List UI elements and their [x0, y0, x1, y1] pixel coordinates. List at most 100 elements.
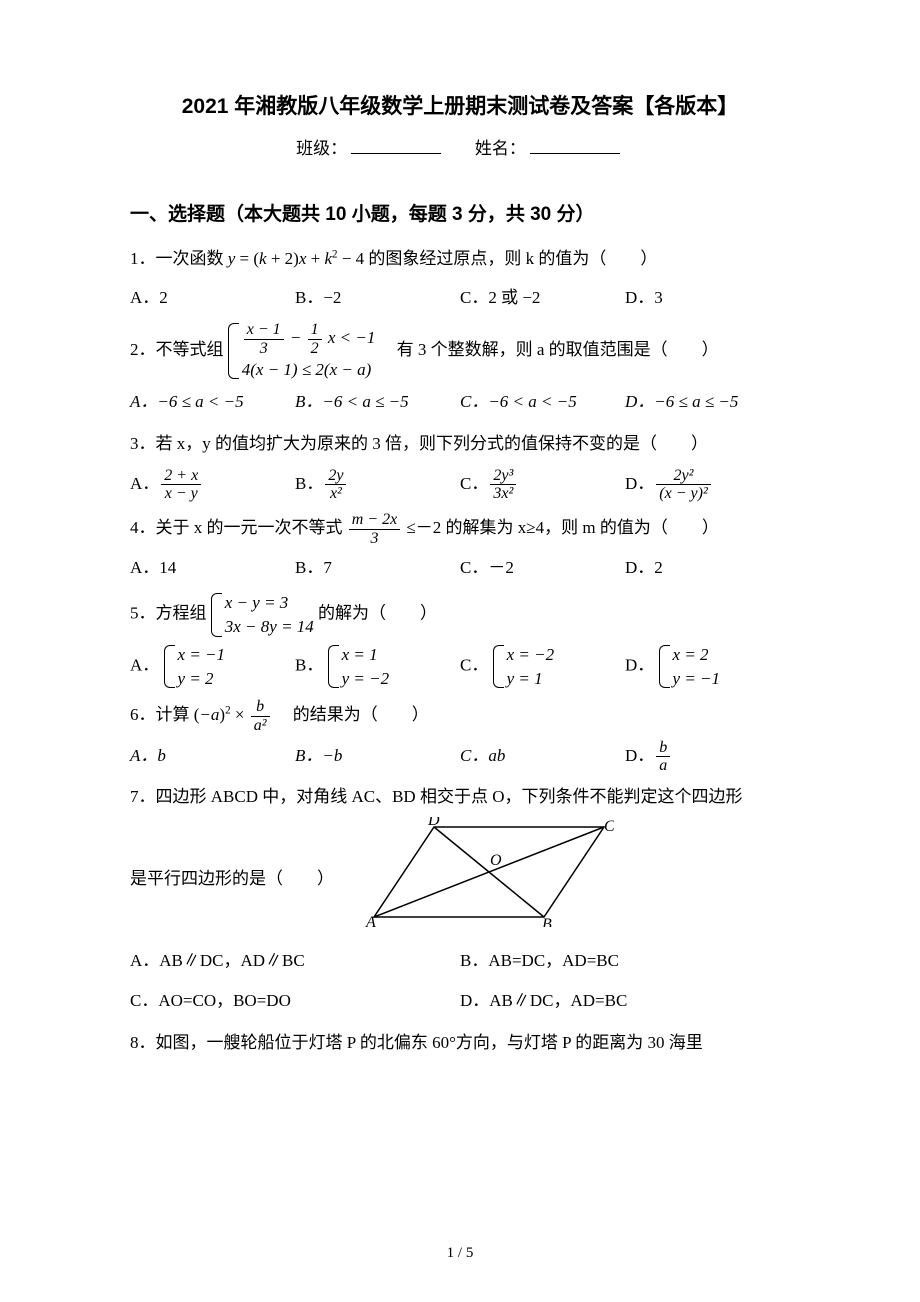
q5-choice-c: C． x = −2y = 1 — [460, 643, 625, 691]
student-info-line: 班级： 姓名： — [130, 134, 790, 159]
q6-den: a² — [251, 717, 270, 735]
parallelogram-diagram: A B C D O — [354, 817, 614, 940]
q2-line1: x − 13 − 12 x < −1 — [242, 321, 376, 357]
q3-d-num: 2y² — [656, 467, 710, 486]
q7-choices-row2: C．AO=CO，BO=DO D．AB∥DC，AD=BC — [130, 984, 790, 1018]
q5-a-pre: A． — [130, 655, 159, 674]
q5-d2: y = −1 — [673, 667, 721, 691]
label-C: C — [604, 818, 614, 835]
q5-lead: 5．方程组 — [130, 604, 207, 623]
q5-d-pre: D． — [625, 655, 654, 674]
q3-a-num: 2 + x — [161, 467, 201, 486]
q5-a2: y = 2 — [178, 667, 226, 691]
q3-choice-a: A．2 + xx − y — [130, 467, 295, 503]
q1-choice-d: D．3 — [625, 281, 790, 315]
q5-choice-b: B． x = 1y = −2 — [295, 643, 460, 691]
q5-c-pre: C． — [460, 655, 488, 674]
q1-text-b: 的图象经过原点，则 k 的值为（ ） — [364, 249, 657, 268]
q2-choice-b: B．−6 < a ≤ −5 — [295, 385, 460, 419]
label-B: B — [542, 916, 552, 927]
q7-choice-a: A．AB∥DC，AD∥BC — [130, 944, 460, 978]
question-8: 8．如图，一艘轮船位于灯塔 P 的北偏东 60°方向，与灯塔 P 的距离为 30… — [130, 1024, 790, 1061]
q1-choice-a: A．2 — [130, 281, 295, 315]
q3-c-den: 3x² — [490, 485, 516, 503]
q2-frac2-den: 2 — [308, 340, 322, 358]
q3-b-num: 2y — [325, 467, 346, 486]
question-4: 4．关于 x 的一元一次不等式 m − 2x3 ≤－2 的解集为 x≥4，则 m… — [130, 509, 790, 547]
q1-text-a: 1．一次函数 — [130, 249, 228, 268]
q5-d1: x = 2 — [673, 643, 721, 667]
q7-choice-b: B．AB=DC，AD=BC — [460, 944, 790, 978]
q6-text-b: 的结果为（ ） — [276, 705, 429, 724]
question-3: 3．若 x，y 的值均扩大为原来的 3 倍，则下列分式的值保持不变的是（ ） — [130, 425, 790, 462]
q4-den: 3 — [349, 530, 400, 548]
parallelogram-svg: A B C D O — [354, 817, 614, 927]
label-A: A — [365, 914, 376, 927]
q4-choice-b: B．7 — [295, 551, 460, 585]
q6-choice-b: B．−b — [295, 739, 460, 775]
q6-d-num: b — [656, 739, 670, 758]
q3-choice-d: D．2y²(x − y)² — [625, 467, 790, 503]
q5-b-pre: B． — [295, 655, 323, 674]
q7-choice-c: C．AO=CO，BO=DO — [130, 984, 460, 1018]
q7-choice-d: D．AB∥DC，AD=BC — [460, 984, 790, 1018]
q3-choice-b: B．2yx² — [295, 467, 460, 503]
q3-choices: A．2 + xx − y B．2yx² C．2y³3x² D．2y²(x − y… — [130, 467, 790, 503]
q2-line2: 4(x − 1) ≤ 2(x − a) — [242, 358, 376, 382]
q3-b-den: x² — [325, 485, 346, 503]
question-5: 5．方程组 x − y = 3 3x − 8y = 14 的解为（ ） — [130, 591, 790, 639]
q3-d-den: (x − y)² — [656, 485, 710, 503]
q3-d-pre: D． — [625, 474, 654, 493]
q5-tail: 的解为（ ） — [318, 604, 437, 623]
question-2: 2．不等式组 x − 13 − 12 x < −1 4(x − 1) ≤ 2(x… — [130, 321, 790, 381]
q6-d-den: a — [656, 757, 670, 775]
q2-lead: 2．不等式组 — [130, 340, 224, 359]
q6-expr: (−a)2 × — [194, 705, 245, 724]
q4-text-a: 4．关于 x 的一元一次不等式 — [130, 518, 343, 537]
label-O: O — [490, 852, 502, 869]
class-label: 班级： — [296, 139, 347, 158]
q5-line2: 3x − 8y = 14 — [225, 615, 314, 639]
page-number: 1 / 5 — [0, 1245, 920, 1262]
q4-choice-d: D．2 — [625, 551, 790, 585]
q5-choices: A． x = −1y = 2 B． x = 1y = −2 C． x = −2y… — [130, 643, 790, 691]
question-7-line1: 7．四边形 ABCD 中，对角线 AC、BD 相交于点 O，下列条件不能判定这个… — [130, 781, 790, 813]
q5-choice-a: A． x = −1y = 2 — [130, 643, 295, 691]
q5-a1: x = −1 — [178, 643, 226, 667]
question-6: 6．计算 (−a)2 × ba² 的结果为（ ） — [130, 696, 790, 734]
q1-choice-c: C．2 或 −2 — [460, 281, 625, 315]
q5-choice-d: D． x = 2y = −1 — [625, 643, 790, 691]
q2-choice-d: D．−6 ≤ a ≤ −5 — [625, 385, 790, 419]
q2-frac2-num: 1 — [308, 321, 322, 340]
q3-a-den: x − y — [161, 485, 201, 503]
q3-c-pre: C． — [460, 474, 488, 493]
name-blank — [530, 134, 620, 154]
q5-c1: x = −2 — [507, 643, 555, 667]
q2-tail: 有 3 个整数解，则 a 的取值范围是（ ） — [380, 340, 719, 359]
q1-expr: y = (k + 2)x + k2 − 4 — [228, 249, 364, 268]
q3-choice-c: C．2y³3x² — [460, 467, 625, 503]
q6-choice-a: A．b — [130, 739, 295, 775]
q4-num: m − 2x — [349, 511, 400, 530]
q2-frac1-den: 3 — [244, 340, 284, 358]
q6-choice-d: D．ba — [625, 739, 790, 775]
q2-system: x − 13 − 12 x < −1 4(x − 1) ≤ 2(x − a) — [228, 321, 376, 381]
q1-choice-b: B．−2 — [295, 281, 460, 315]
name-label: 姓名： — [475, 139, 526, 158]
q2-choices: A．−6 ≤ a < −5 B．−6 < a ≤ −5 C．−6 < a < −… — [130, 385, 790, 419]
q2-frac1-num: x − 1 — [244, 321, 284, 340]
q7-line2-text: 是平行四边形的是（ ） — [130, 860, 334, 897]
q4-choice-a: A．14 — [130, 551, 295, 585]
q1-choices: A．2 B．−2 C．2 或 −2 D．3 — [130, 281, 790, 315]
q4-choices: A．14 B．7 C．－2 D．2 — [130, 551, 790, 585]
q5-b2: y = −2 — [342, 667, 390, 691]
q2-choice-a: A．−6 ≤ a < −5 — [130, 385, 295, 419]
q2-line1-tail: x < −1 — [328, 328, 376, 347]
q7-choices-row1: A．AB∥DC，AD∥BC B．AB=DC，AD=BC — [130, 944, 790, 978]
q5-b1: x = 1 — [342, 643, 390, 667]
section-1-heading: 一、选择题（本大题共 10 小题，每题 3 分，共 30 分） — [130, 199, 790, 226]
q4-text-b: ≤－2 的解集为 x≥4，则 m 的值为（ ） — [406, 518, 718, 537]
label-D: D — [427, 817, 440, 829]
q6-num: b — [251, 698, 270, 717]
q4-choice-c: C．－2 — [460, 551, 625, 585]
